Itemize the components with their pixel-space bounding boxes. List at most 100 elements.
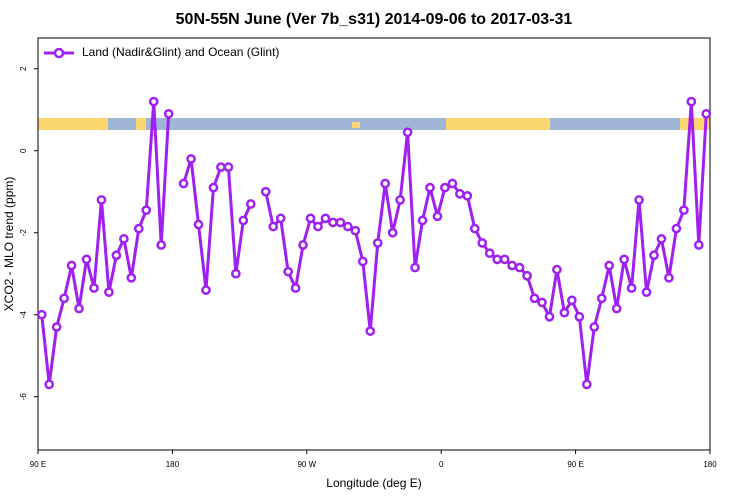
data-point [477,238,488,248]
data-point [89,283,99,293]
data-point [126,272,137,283]
data-point [96,195,107,205]
x-axis-label: Longitude (deg E) [326,476,421,490]
data-point [417,215,428,226]
chart-title: 50N-55N June (Ver 7b_s31) 2014-09-06 to … [176,11,573,28]
data-point [365,326,376,336]
data-point [44,379,55,390]
data-point [350,225,361,236]
data-point [36,309,47,320]
data-point [469,223,480,234]
data-point [671,223,682,234]
data-point [216,162,226,172]
data-point [402,127,413,138]
data-point [148,96,159,107]
data-point [104,287,114,298]
data-point [208,182,219,193]
y-tick-label: 2 [19,66,28,71]
data-point [492,254,503,265]
x-tick-label: 90 E [567,460,583,469]
x-tick-label: 90 E [30,460,46,469]
data-point [66,260,77,271]
legend-label: Land (Nadir&Glint) and Ocean (Glint) [82,45,279,59]
data-point [507,260,517,271]
x-tick-label: 0 [439,460,444,469]
data-point [305,213,316,224]
data-point [455,188,465,199]
data-point [425,182,435,193]
data-point [589,322,600,332]
data-point [111,250,122,261]
data-point [522,270,532,281]
data-point [119,234,129,244]
data-point [395,195,405,205]
data-point [693,240,704,250]
data-point [156,240,167,250]
data-point [133,223,144,234]
data-point [432,211,443,222]
data-point [604,260,615,271]
legend-marker [53,47,65,59]
y-axis-label: XCO2 - MLO trend (ppm) [2,177,16,312]
data-point [447,178,458,189]
data-point [178,178,189,189]
data-point [283,266,293,277]
data-point [290,283,301,293]
data-point [484,248,495,259]
data-point [59,293,69,304]
data-point [499,254,510,265]
surface-band [38,118,710,130]
data-point [544,311,555,322]
data-point [313,221,323,232]
data-point [201,285,211,295]
data-point [298,240,308,250]
data-point [357,256,368,267]
data-point [656,234,667,244]
data-point [596,293,607,304]
y-tick-label: -4 [19,311,28,319]
data-point [410,262,420,273]
data-point [238,215,249,226]
data-point [260,186,271,197]
data-point [529,293,540,304]
data-point [567,295,577,306]
data-point [574,311,585,322]
y-tick-label: -2 [19,229,28,237]
y-tick-label: 0 [19,148,28,153]
data-point [537,297,547,308]
data-point [380,178,391,189]
data-point [634,195,644,205]
data-point [343,221,353,232]
data-point [387,227,398,238]
x-tick-label: 180 [703,460,717,469]
data-point [81,254,92,265]
data-point [619,254,629,265]
data-point [664,272,674,283]
data-point [231,268,241,279]
data-point [328,217,338,228]
data-point [193,219,204,230]
plot-frame [37,37,711,451]
data-point [74,303,84,314]
data-point [275,213,286,224]
y-tick-label: -6 [19,393,28,401]
data-point [186,154,196,164]
data-point [141,205,152,216]
data-point [626,283,637,293]
data-point [335,217,346,228]
data-point [701,108,712,119]
data-point [163,108,174,119]
x-tick-label: 90 W [297,460,316,469]
data-point [462,190,473,201]
data-point [686,96,697,107]
x-tick-label: 180 [166,460,180,469]
data-point [51,322,62,332]
data-point [320,213,331,224]
data-point [268,221,279,232]
data-point [440,182,450,193]
data-point [611,303,622,314]
data-point [372,238,383,248]
data-point [223,162,234,172]
data-point [649,250,659,261]
